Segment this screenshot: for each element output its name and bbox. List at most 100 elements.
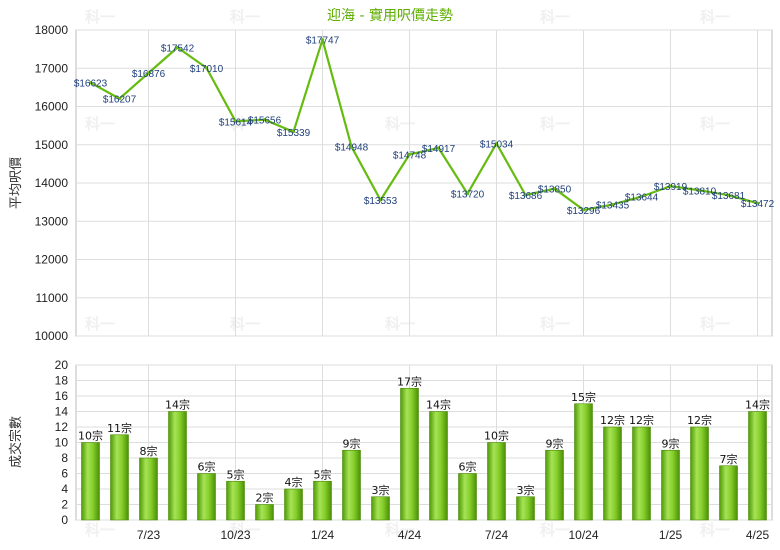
- watermark-text: 科一: [700, 315, 730, 333]
- bar-value-label: 6宗: [198, 460, 216, 474]
- bar: [719, 465, 738, 521]
- bar-value-label: 17宗: [397, 374, 422, 388]
- price-point-label: $17542: [161, 44, 195, 55]
- price-point-label: $13472: [741, 199, 775, 210]
- bar-value-label: 10宗: [78, 429, 103, 443]
- price-point: [320, 38, 325, 42]
- bar-y-tick-label: 14: [55, 405, 69, 419]
- x-tick-label: 7/24: [485, 528, 509, 542]
- price-point: [233, 119, 238, 123]
- bars-layer: [81, 387, 767, 521]
- price-point-label: $13553: [364, 196, 398, 207]
- watermark-text: 科一: [700, 115, 730, 133]
- price-point-label: $13919: [654, 182, 688, 193]
- price-point: [639, 195, 644, 199]
- bar-value-label: 9宗: [343, 436, 361, 450]
- x-tick-label: 7/23: [137, 528, 161, 542]
- watermark-text: 科一: [540, 521, 570, 539]
- price-point-label: $15614: [219, 117, 253, 128]
- price-point: [436, 146, 441, 150]
- bar-value-label: 12宗: [600, 413, 625, 427]
- bar: [197, 473, 216, 521]
- bar-value-label: 5宗: [314, 467, 332, 481]
- watermark-text: 科一: [385, 315, 415, 333]
- bar-value-label: 10宗: [484, 429, 509, 443]
- price-point: [726, 193, 731, 197]
- price-point: [465, 192, 470, 196]
- price-point-label: $15656: [248, 116, 282, 127]
- price-point: [117, 96, 122, 101]
- bar: [748, 411, 767, 521]
- bar: [255, 504, 274, 521]
- price-point-label: $13681: [712, 191, 746, 202]
- grid-layer: [76, 29, 772, 521]
- watermark-text: 科一: [85, 8, 115, 26]
- price-point: [610, 203, 615, 207]
- bar-y-tick-label: 8: [61, 451, 68, 465]
- price-point-label: $13296: [567, 206, 601, 217]
- watermark-text: 科一: [540, 8, 570, 26]
- line-y-tick-label: 18000: [35, 23, 69, 37]
- bar: [81, 442, 100, 521]
- bar-y-tick-label: 0: [61, 513, 68, 527]
- line-y-tick-label: 12000: [35, 253, 69, 267]
- price-point-label: $17747: [306, 36, 340, 47]
- bar: [690, 426, 709, 521]
- x-tick-label: 4/24: [398, 528, 422, 542]
- price-point-label: $13435: [596, 201, 630, 212]
- bar-value-label: 4宗: [285, 475, 303, 489]
- bar: [429, 411, 448, 521]
- watermark-text: 科一: [85, 315, 115, 333]
- bar-value-label: 6宗: [459, 460, 477, 474]
- price-point-label: $16623: [74, 79, 108, 90]
- bar-y-axis-title: 成交宗數: [8, 416, 24, 468]
- bar-value-label: 7宗: [720, 452, 738, 466]
- bar: [168, 411, 187, 521]
- price-point: [523, 193, 528, 197]
- bar-y-tick-label: 12: [55, 420, 69, 434]
- price-point: [697, 188, 702, 192]
- bar-value-label: 14宗: [165, 398, 190, 412]
- watermark-text: 科一: [385, 521, 415, 539]
- price-point-label: $14948: [335, 143, 369, 154]
- price-point: [88, 81, 93, 85]
- line-y-tick-label: 16000: [35, 100, 69, 114]
- line-y-tick-label: 11000: [36, 291, 69, 305]
- price-point-label: $14748: [393, 150, 427, 161]
- price-point-label: $15034: [480, 139, 514, 150]
- bar: [110, 434, 129, 521]
- bar-value-label: 11宗: [107, 421, 132, 435]
- price-point-label: $16876: [132, 69, 166, 80]
- price-point: [552, 187, 557, 191]
- bar-value-label: 14宗: [745, 398, 770, 412]
- bar-value-label: 2宗: [256, 491, 274, 505]
- bar: [487, 442, 506, 521]
- price-point: [262, 118, 267, 122]
- line-y-tick-label: 14000: [35, 176, 69, 190]
- line-y-tick-label: 10000: [35, 329, 69, 343]
- price-point: [755, 201, 760, 205]
- bar: [313, 480, 332, 521]
- x-tick-label: 4/25: [746, 528, 770, 542]
- axis-layer: 10000 11000 12000 13000 14000 15000 16000 17000…: [35, 23, 770, 542]
- bar: [516, 496, 535, 521]
- watermark-text: 科一: [385, 115, 415, 133]
- price-series-line: [89, 38, 758, 211]
- price-point-label: $13810: [683, 186, 717, 197]
- bar-value-label: 12宗: [687, 413, 712, 427]
- bar-value-label: 3宗: [517, 483, 535, 497]
- price-point-label: $13720: [451, 190, 485, 201]
- line-layer: [88, 38, 760, 212]
- watermark-text: 科一: [700, 8, 730, 26]
- x-tick-label: 1/24: [311, 528, 335, 542]
- bar: [458, 473, 477, 521]
- price-point: [378, 198, 383, 202]
- bar-y-tick-label: 4: [61, 482, 68, 496]
- bar-value-label: 9宗: [546, 436, 564, 450]
- price-point-label: $13644: [625, 193, 659, 204]
- watermark-text: 科一: [85, 521, 115, 539]
- bar-y-tick-label: 18: [55, 374, 69, 388]
- price-point-label: $13686: [509, 191, 543, 202]
- bar-y-tick-label: 2: [61, 498, 68, 512]
- line-y-tick-label: 17000: [35, 61, 69, 75]
